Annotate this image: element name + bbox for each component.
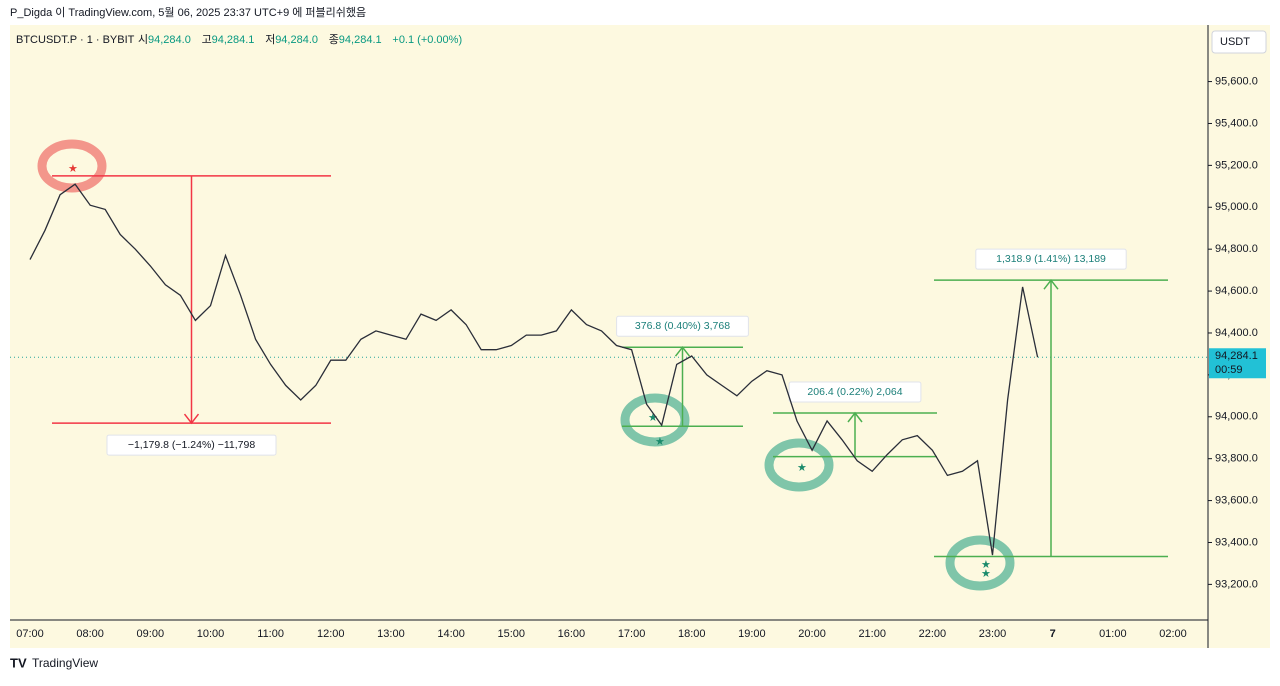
x-tick-label: 18:00 bbox=[678, 628, 706, 640]
x-tick-label: 19:00 bbox=[738, 628, 766, 640]
circles bbox=[37, 139, 1015, 591]
measure-tool: 376.8 (0.40%) 3,768 bbox=[616, 315, 749, 427]
measure-label-box bbox=[616, 315, 749, 337]
y-tick-label: 95,000.0 bbox=[1215, 201, 1258, 213]
symbol-legend: BTCUSDT.P · 1 · BYBIT 시 94,284.0 고 94,284.1… bbox=[16, 33, 462, 46]
measure-tool: −1,179.8 (−1.24%) −11,798 bbox=[52, 175, 331, 456]
ohlc-value: 94,284.0 bbox=[275, 34, 318, 46]
x-tick-label: 17:00 bbox=[618, 628, 646, 640]
y-tick-label: 93,200.0 bbox=[1215, 578, 1258, 590]
measure-label: 376.8 (0.40%) 3,768 bbox=[635, 320, 730, 332]
arrow-head bbox=[847, 411, 863, 423]
measure-label-box bbox=[975, 248, 1127, 270]
x-tick-label: 09:00 bbox=[137, 628, 165, 640]
x-tick-label: 01:00 bbox=[1099, 628, 1127, 640]
ohlc-value: 94,284.1 bbox=[339, 34, 382, 46]
time-axis-bg bbox=[10, 620, 1270, 648]
y-tick-label: 93,600.0 bbox=[1215, 494, 1258, 506]
ohlc-label: 시 bbox=[138, 34, 148, 46]
arrow-head bbox=[674, 346, 691, 357]
x-tick-label: 7 bbox=[1050, 628, 1056, 640]
star: ★ bbox=[68, 163, 78, 175]
y-tick-label: 93,800.0 bbox=[1215, 453, 1258, 465]
arrow-head bbox=[183, 413, 200, 425]
x-tick-label: 10:00 bbox=[197, 628, 225, 640]
ohlc-label: 종 bbox=[329, 34, 339, 46]
y-tick-label: 94,800.0 bbox=[1215, 243, 1258, 255]
star: ★ bbox=[981, 559, 991, 571]
ohlc-value: 94,284.0 bbox=[148, 34, 191, 46]
price-tag: 94,284.1 bbox=[1215, 350, 1258, 362]
price-axis-bg bbox=[1208, 25, 1270, 620]
measure-tool: 1,318.9 (1.41%) 13,189 bbox=[934, 248, 1168, 558]
ohlc-label: 고 bbox=[202, 34, 212, 46]
star: ★ bbox=[981, 568, 991, 580]
measure-label: 206.4 (0.22%) 2,064 bbox=[807, 386, 902, 398]
plot-bg bbox=[10, 25, 1208, 620]
ohlc-label: 저 bbox=[265, 33, 275, 46]
highlight-circle bbox=[764, 438, 834, 492]
x-tick-label: 16:00 bbox=[558, 628, 586, 640]
highlight-circle bbox=[945, 535, 1015, 591]
measure-label-box bbox=[788, 381, 922, 403]
ohlc-change: +0.1 (+0.00%) bbox=[392, 34, 462, 46]
x-tick-label: 07:00 bbox=[16, 628, 44, 640]
brand: TV TradingView bbox=[10, 655, 98, 670]
currency[interactable]: USDT bbox=[1220, 36, 1250, 48]
x-tick-label: 08:00 bbox=[76, 628, 104, 640]
x-tick-label: 22:00 bbox=[919, 628, 947, 640]
star: ★ bbox=[648, 412, 658, 424]
y-tick-label: 93,400.0 bbox=[1215, 536, 1258, 548]
x-tick-label: 13:00 bbox=[377, 628, 405, 640]
y-tick-label: 95,400.0 bbox=[1215, 117, 1258, 129]
ohlc-value: 94,284.1 bbox=[212, 34, 255, 46]
publisher: P_Digda 이 TradingView.com, 5월 06, 2025 2… bbox=[10, 6, 366, 19]
y-tick-label: 95,200.0 bbox=[1215, 159, 1258, 171]
measure-label-box bbox=[106, 434, 277, 456]
arrow-head bbox=[1043, 278, 1059, 290]
x-tick-label: 11:00 bbox=[257, 628, 284, 640]
highlight-circle bbox=[37, 139, 107, 193]
x-tick-label: 15:00 bbox=[497, 628, 525, 640]
x-tick-label: 02:00 bbox=[1159, 628, 1187, 640]
x-tick-label: 12:00 bbox=[317, 628, 345, 640]
price-line bbox=[29, 183, 1039, 556]
measure-tool: 206.4 (0.22%) 2,064 bbox=[773, 381, 937, 458]
measure-label: 1,318.9 (1.41%) 13,189 bbox=[996, 253, 1106, 265]
x-tick-label: 20:00 bbox=[798, 628, 826, 640]
stars: ★ ★ ★ ★ ★ ★ bbox=[68, 163, 991, 580]
x-tick-label: 21:00 bbox=[858, 628, 886, 640]
logo: TV bbox=[10, 655, 27, 670]
star: ★ bbox=[797, 462, 807, 474]
currency-button[interactable] bbox=[1211, 30, 1267, 54]
footer-brand: TradingView bbox=[32, 656, 98, 670]
x-tick-label: 23:00 bbox=[979, 628, 1007, 640]
symbol: BTCUSDT.P · 1 · BYBIT bbox=[16, 34, 135, 46]
star: ★ bbox=[655, 436, 665, 448]
highlight-circle bbox=[620, 393, 690, 447]
y-tick-label: 94,000.0 bbox=[1215, 411, 1258, 423]
y-tick-label: 95,600.0 bbox=[1215, 75, 1258, 87]
y-tick-label: 94,600.0 bbox=[1215, 285, 1258, 297]
y-tick-label: 94,400.0 bbox=[1215, 327, 1258, 339]
price-tag-bg bbox=[1209, 348, 1266, 379]
price-countdown: 00:59 bbox=[1215, 364, 1243, 376]
measure-label: −1,179.8 (−1.24%) −11,798 bbox=[128, 439, 256, 451]
x-tick-label: 14:00 bbox=[437, 628, 465, 640]
